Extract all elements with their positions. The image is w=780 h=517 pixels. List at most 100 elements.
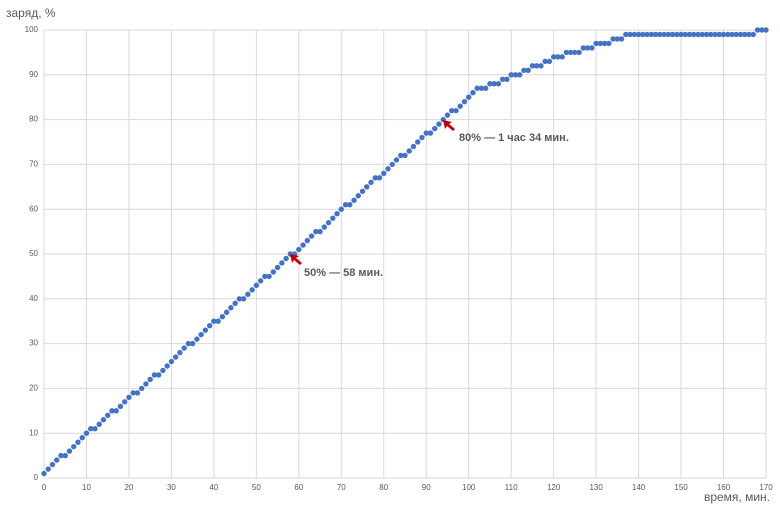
- point: [597, 40, 604, 47]
- y-tick-label: 30: [29, 339, 38, 348]
- point: [325, 219, 332, 226]
- point: [105, 412, 111, 418]
- point: [449, 107, 455, 114]
- point: [682, 31, 689, 38]
- point: [584, 45, 591, 51]
- point: [206, 322, 213, 329]
- point: [470, 90, 476, 96]
- point: [699, 31, 705, 38]
- point: [453, 107, 459, 114]
- x-tick-label: 20: [124, 483, 133, 492]
- x-tick-label: 40: [209, 483, 218, 492]
- point: [674, 31, 680, 38]
- x-axis-title: время, мин.: [704, 490, 770, 504]
- x-tick-label: 100: [462, 483, 476, 492]
- point: [567, 49, 574, 56]
- point: [542, 58, 548, 65]
- point: [487, 81, 493, 87]
- point: [347, 202, 353, 208]
- point: [257, 278, 264, 284]
- y-tick-label: 80: [29, 115, 38, 124]
- point: [419, 134, 425, 141]
- arrow: [290, 254, 302, 265]
- annotation: 50% — 58 мин.: [304, 267, 383, 279]
- point: [665, 31, 672, 38]
- point: [342, 202, 349, 208]
- point: [364, 184, 370, 190]
- point: [508, 72, 514, 78]
- y-tick-label: 10: [29, 428, 38, 437]
- point: [763, 27, 769, 33]
- point: [130, 390, 136, 396]
- point: [151, 372, 158, 378]
- point: [211, 318, 217, 324]
- point: [729, 31, 735, 38]
- point: [499, 76, 506, 82]
- x-tick-label: 110: [505, 483, 518, 492]
- point: [555, 54, 561, 60]
- point: [593, 40, 599, 47]
- point: [525, 67, 531, 74]
- point: [88, 426, 94, 432]
- point: [737, 31, 744, 38]
- point: [308, 233, 315, 239]
- point: [410, 143, 417, 150]
- point: [181, 345, 187, 351]
- point: [113, 408, 119, 414]
- point: [708, 31, 714, 38]
- point: [368, 179, 374, 186]
- point: [313, 228, 319, 235]
- point: [172, 354, 179, 360]
- point: [725, 31, 731, 38]
- point: [703, 31, 710, 38]
- point: [576, 49, 582, 56]
- point: [652, 31, 659, 38]
- point: [194, 336, 200, 342]
- point: [623, 31, 629, 38]
- point: [189, 340, 196, 347]
- point: [504, 76, 510, 82]
- point: [614, 36, 621, 42]
- y-tick-label: 50: [29, 249, 38, 258]
- x-tick-label: 130: [589, 483, 603, 492]
- point: [219, 314, 226, 320]
- point: [54, 457, 60, 463]
- point: [644, 31, 650, 38]
- point: [79, 434, 85, 441]
- point: [580, 45, 587, 51]
- point: [270, 269, 277, 275]
- point: [164, 363, 170, 369]
- x-tick-label: 0: [42, 483, 47, 492]
- point: [266, 273, 272, 280]
- point: [572, 49, 578, 56]
- point: [262, 273, 268, 280]
- y-tick-label: 100: [25, 25, 39, 34]
- point: [695, 31, 701, 38]
- point: [334, 210, 340, 217]
- point: [742, 31, 748, 38]
- point: [83, 430, 90, 436]
- point: [283, 255, 289, 262]
- y-tick-label: 40: [29, 294, 38, 303]
- point: [550, 54, 557, 60]
- point: [495, 81, 502, 87]
- point: [381, 170, 387, 177]
- point: [618, 36, 625, 42]
- point: [563, 49, 570, 56]
- point: [559, 54, 565, 60]
- point: [610, 36, 616, 42]
- point: [398, 152, 404, 159]
- point: [92, 426, 98, 432]
- point: [155, 372, 162, 378]
- point: [640, 31, 646, 38]
- x-tick-label: 80: [379, 483, 388, 492]
- point: [669, 31, 676, 38]
- point: [627, 31, 633, 38]
- point: [138, 385, 145, 392]
- y-tick-label: 60: [29, 204, 38, 213]
- point: [691, 31, 697, 38]
- point: [393, 157, 400, 163]
- annotation: 80% — 1 час 34 мин.: [459, 132, 569, 144]
- point: [533, 63, 540, 69]
